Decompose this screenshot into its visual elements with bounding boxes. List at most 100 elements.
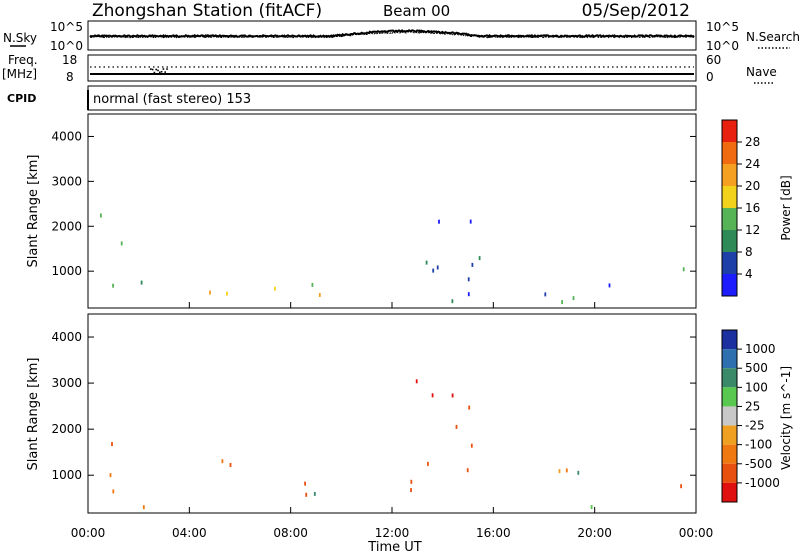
echo-cell xyxy=(425,260,428,265)
echo-cell xyxy=(410,488,412,493)
freq-blip-dot xyxy=(164,71,166,73)
freq-blip-dot xyxy=(159,71,161,74)
y-tick-label: 1000 xyxy=(51,264,82,278)
nsky-label: N.Sky xyxy=(3,31,37,45)
colorbar-swatch xyxy=(722,482,737,502)
echo-cell xyxy=(451,299,454,304)
colorbar-swatch xyxy=(722,274,737,296)
power-y-ticks: 1000 2000 3000 4000 xyxy=(51,129,696,278)
colorbar-tick-label: -500 xyxy=(745,457,772,471)
freq-blip-dot xyxy=(166,68,168,70)
nsearch-trace xyxy=(89,31,695,39)
freq-blip-dot xyxy=(157,69,159,72)
echo-cell xyxy=(226,291,228,296)
y-tick-label: 3000 xyxy=(51,174,82,188)
echo-cell xyxy=(565,468,568,473)
y-tick-label: 1000 xyxy=(51,468,82,482)
x-tick-label: 08:00 xyxy=(273,526,308,540)
echo-cell xyxy=(680,484,682,489)
colorbar-swatch xyxy=(722,387,737,407)
colorbar-swatch xyxy=(722,230,737,252)
colorbar-tick-label: 8 xyxy=(745,245,753,259)
echo-cell xyxy=(311,282,314,287)
velocity-x-tick-marks xyxy=(87,507,697,513)
echo-cell xyxy=(415,379,418,384)
colorbar-tick-label: 28 xyxy=(745,135,760,149)
freq-blip-dot xyxy=(160,70,163,73)
power-echo-cells xyxy=(100,213,685,305)
colorbar-swatch xyxy=(722,252,737,274)
nsky-tick-top: 10^5 xyxy=(50,20,83,34)
nsky-trace xyxy=(89,28,695,39)
mode-label: normal (fast stereo) 153 xyxy=(93,92,251,107)
y-tick-label: 2000 xyxy=(51,422,82,436)
echo-cell xyxy=(682,267,685,272)
echo-cell xyxy=(427,461,429,466)
echo-cell xyxy=(410,479,413,484)
velocity-colorbar-ticks: 1000 500 100 25 -25 -100 -500 -1000 xyxy=(737,342,780,490)
echo-cell xyxy=(468,405,471,410)
echo-cell xyxy=(142,505,145,510)
colorbar-tick-label: 4 xyxy=(745,267,753,281)
echo-cell xyxy=(470,443,473,448)
freq-panel: Freq. [MHz] 18 8 60 0 Nave xyxy=(2,53,777,84)
colorbar-swatch xyxy=(722,120,737,142)
colorbar-tick-label: 24 xyxy=(745,157,760,171)
echo-cell xyxy=(432,268,435,273)
nave-tick-top: 60 xyxy=(706,53,721,67)
y-tick-label: 4000 xyxy=(51,330,82,344)
x-axis-label: Time UT xyxy=(367,540,421,554)
colorbar-tick-label: 25 xyxy=(745,399,760,413)
echo-cell xyxy=(455,424,458,429)
velocity-colorbar-label: Velocity [m s^-1] xyxy=(779,366,793,470)
nsearch-label: N.Search xyxy=(746,30,800,44)
echo-cell xyxy=(112,283,114,288)
cpid-panel: CPID normal (fast stereo) 153 xyxy=(7,85,697,111)
power-colorbar-label: Power [dB] xyxy=(779,175,793,240)
echo-cell xyxy=(558,469,561,474)
x-tick-labels: 00:00 04:00 08:00 12:00 16:00 20:00 00:00 xyxy=(71,526,714,540)
x-tick-label: 12:00 xyxy=(375,526,410,540)
echo-cell xyxy=(466,468,469,473)
echo-cell xyxy=(209,290,211,295)
echo-cell xyxy=(140,280,143,285)
echo-cell xyxy=(318,293,321,297)
echo-cell xyxy=(471,262,474,267)
echo-cell xyxy=(467,292,470,297)
echo-cell xyxy=(451,393,454,398)
power-colorbar-ticks: 4 8 12 16 20 24 28 xyxy=(737,135,760,281)
x-tick-label: 20:00 xyxy=(577,526,612,540)
colorbar-tick-label: 16 xyxy=(745,201,760,215)
freq-blip-dot xyxy=(155,68,157,71)
colorbar-swatch xyxy=(722,164,737,186)
colorbar-tick-label: -25 xyxy=(745,419,765,433)
echo-cell xyxy=(577,470,580,475)
colorbar-swatch xyxy=(722,349,737,369)
echo-cell xyxy=(109,473,112,478)
power-y-axis-label: Slant Range [km] xyxy=(26,155,41,268)
power-colorbar-swatches xyxy=(722,120,737,296)
freq-blip-dot xyxy=(153,71,156,74)
x-tick-label: 04:00 xyxy=(172,526,207,540)
freq-tick-bottom: 8 xyxy=(66,70,74,84)
colorbar-swatch xyxy=(722,425,737,445)
colorbar-tick-label: -1000 xyxy=(745,476,780,490)
echo-cell xyxy=(229,463,232,467)
nsky-tick-bottom: 10^0 xyxy=(50,39,83,53)
y-tick-label: 4000 xyxy=(51,129,82,143)
echo-cell xyxy=(469,219,472,224)
echo-cell xyxy=(544,292,547,297)
freq-blip xyxy=(150,68,168,74)
colorbar-swatch xyxy=(722,142,737,164)
echo-cell xyxy=(221,459,224,464)
colorbar-swatch xyxy=(722,406,737,426)
nsearch-tick-top: 10^5 xyxy=(706,20,739,34)
cpid-label: CPID xyxy=(7,92,36,105)
nsky-panel: N.Sky 10^5 10^0 10^5 10^0 N.Search xyxy=(3,20,800,53)
colorbar-tick-label: 20 xyxy=(745,179,760,193)
velocity-panel: 1000 2000 3000 4000 Slant Range [km] xyxy=(26,313,697,514)
echo-cell xyxy=(305,492,308,497)
echo-cell xyxy=(590,505,593,510)
beam-label: Beam 00 xyxy=(383,2,450,20)
